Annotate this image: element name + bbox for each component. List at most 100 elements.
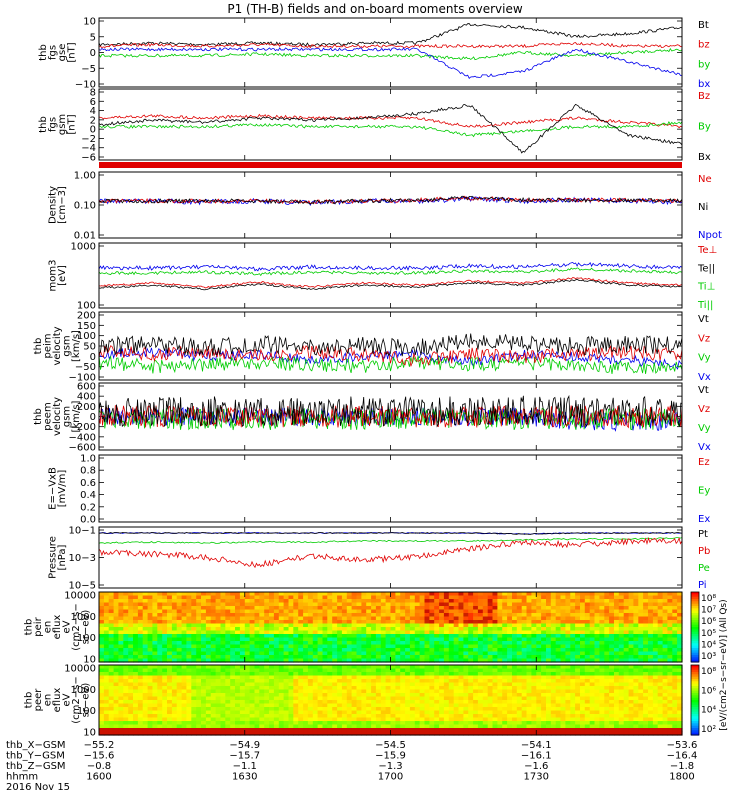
spectrogram-cell xyxy=(128,602,134,607)
spectrogram-cell xyxy=(662,721,669,726)
spectrogram-cell xyxy=(259,682,265,687)
spectrogram-cell xyxy=(181,714,188,719)
spectrogram-cell xyxy=(239,655,246,660)
spectrogram-cell xyxy=(468,606,474,611)
spectrogram-cell xyxy=(142,609,149,614)
spectrogram-cell xyxy=(244,648,251,653)
spectrogram-cell xyxy=(599,599,605,604)
spectrogram-cell xyxy=(589,613,596,618)
spectrogram-cell xyxy=(497,689,503,694)
spectrogram-cell xyxy=(142,651,149,656)
spectrogram-cell xyxy=(609,724,615,729)
spectrogram-cell xyxy=(147,627,154,632)
spectrogram-cell xyxy=(555,602,562,607)
y-tick-label: 1.00 xyxy=(74,171,96,182)
spectrogram-cell xyxy=(633,637,639,642)
spectrogram-cell xyxy=(196,627,202,632)
spectrogram-cell xyxy=(142,623,149,628)
spectrogram-cell xyxy=(375,641,382,646)
spectrogram-cell xyxy=(269,651,275,656)
spectrogram-cell xyxy=(531,717,537,722)
spectrogram-cell xyxy=(205,623,212,628)
spectrogram-cell xyxy=(123,592,129,597)
spectrogram-cell xyxy=(526,634,532,639)
spectrogram-cell xyxy=(162,714,168,719)
spectrogram-cell xyxy=(657,721,664,726)
spectrogram-cell xyxy=(638,665,644,670)
spectrogram-cell xyxy=(584,644,591,649)
spectrogram-cell xyxy=(492,696,498,701)
spectrogram-cell xyxy=(652,599,659,604)
spectrogram-cell xyxy=(439,637,445,642)
spectrogram-cell xyxy=(575,710,581,715)
spectrogram-cell xyxy=(492,655,498,660)
spectrogram-cell xyxy=(157,693,163,698)
y-label-electron-velocity: thb xyxy=(33,408,44,425)
spectrogram-cell xyxy=(312,682,319,687)
y-label-temperature: [eV] xyxy=(57,265,68,286)
spectrogram-cell xyxy=(512,710,518,715)
spectrogram-cell xyxy=(652,613,659,618)
spectrogram-cell xyxy=(341,623,348,628)
spectrogram-cell xyxy=(337,672,343,677)
legend-entry: bx xyxy=(698,79,710,90)
spectrogram-cell xyxy=(594,668,600,673)
spectrogram-cell xyxy=(235,592,241,597)
spectrogram-cell xyxy=(235,710,241,715)
y-label-electron-spectrogram: en xyxy=(43,694,54,707)
spectrogram-cell xyxy=(385,658,392,663)
spectrogram-cell xyxy=(652,641,659,646)
spectrogram-cell xyxy=(99,599,105,604)
spectrogram-cell xyxy=(565,675,571,680)
spectrogram-cell xyxy=(118,721,124,726)
spectrogram-cell xyxy=(128,609,134,614)
spectrogram-cell xyxy=(239,665,246,670)
spectrogram-cell xyxy=(254,682,260,687)
spectrogram-cell xyxy=(628,721,635,726)
spectrogram-cell xyxy=(123,627,129,632)
spectrogram-cell xyxy=(346,686,353,691)
spectrogram-cell xyxy=(196,599,202,604)
spectrogram-cell xyxy=(448,637,455,642)
spectrogram-cell xyxy=(502,707,508,712)
spectrogram-cell xyxy=(307,682,314,687)
spectrogram-cell xyxy=(108,623,115,628)
spectrogram-cell xyxy=(643,686,649,691)
spectrogram-cell xyxy=(541,606,547,611)
spectrogram-cell xyxy=(123,665,129,670)
spectrogram-cell xyxy=(152,703,158,708)
spectrogram-cell xyxy=(186,728,192,733)
spectrogram-cell xyxy=(555,637,562,642)
spectrogram-cell xyxy=(439,703,445,708)
spectrogram-cell xyxy=(351,627,358,632)
spectrogram-cell xyxy=(405,651,411,656)
spectrogram-cell xyxy=(293,686,299,691)
spectrogram-cell xyxy=(487,616,494,621)
spectrogram-cell xyxy=(405,693,411,698)
spectrogram-cell xyxy=(210,655,217,660)
spectrogram-cell xyxy=(220,599,226,604)
spectrogram-cell xyxy=(536,602,542,607)
spectrogram-cell xyxy=(205,658,212,663)
spectrogram-cell xyxy=(628,627,635,632)
spectrogram-cell xyxy=(249,675,256,680)
spectrogram-cell xyxy=(395,724,401,729)
spectrogram-cell xyxy=(371,602,377,607)
spectrogram-cell xyxy=(589,627,596,632)
spectrogram-cell xyxy=(584,606,591,611)
spectrogram-cell xyxy=(341,700,348,705)
spectrogram-cell xyxy=(186,724,192,729)
spectrogram-cell xyxy=(609,595,615,600)
spectrogram-cell xyxy=(137,595,144,600)
spectrogram-cell xyxy=(604,609,610,614)
spectrogram-cell xyxy=(546,630,552,635)
spectrogram-cell xyxy=(239,717,246,722)
spectrogram-cell xyxy=(541,689,547,694)
spectrogram-cell xyxy=(123,602,129,607)
legend-entry: Ni xyxy=(698,202,708,213)
spectrogram-cell xyxy=(171,696,178,701)
spectrogram-cell xyxy=(162,613,168,618)
spectrogram-cell xyxy=(327,627,333,632)
spectrogram-cell xyxy=(181,616,188,621)
spectrogram-cell xyxy=(205,627,212,632)
